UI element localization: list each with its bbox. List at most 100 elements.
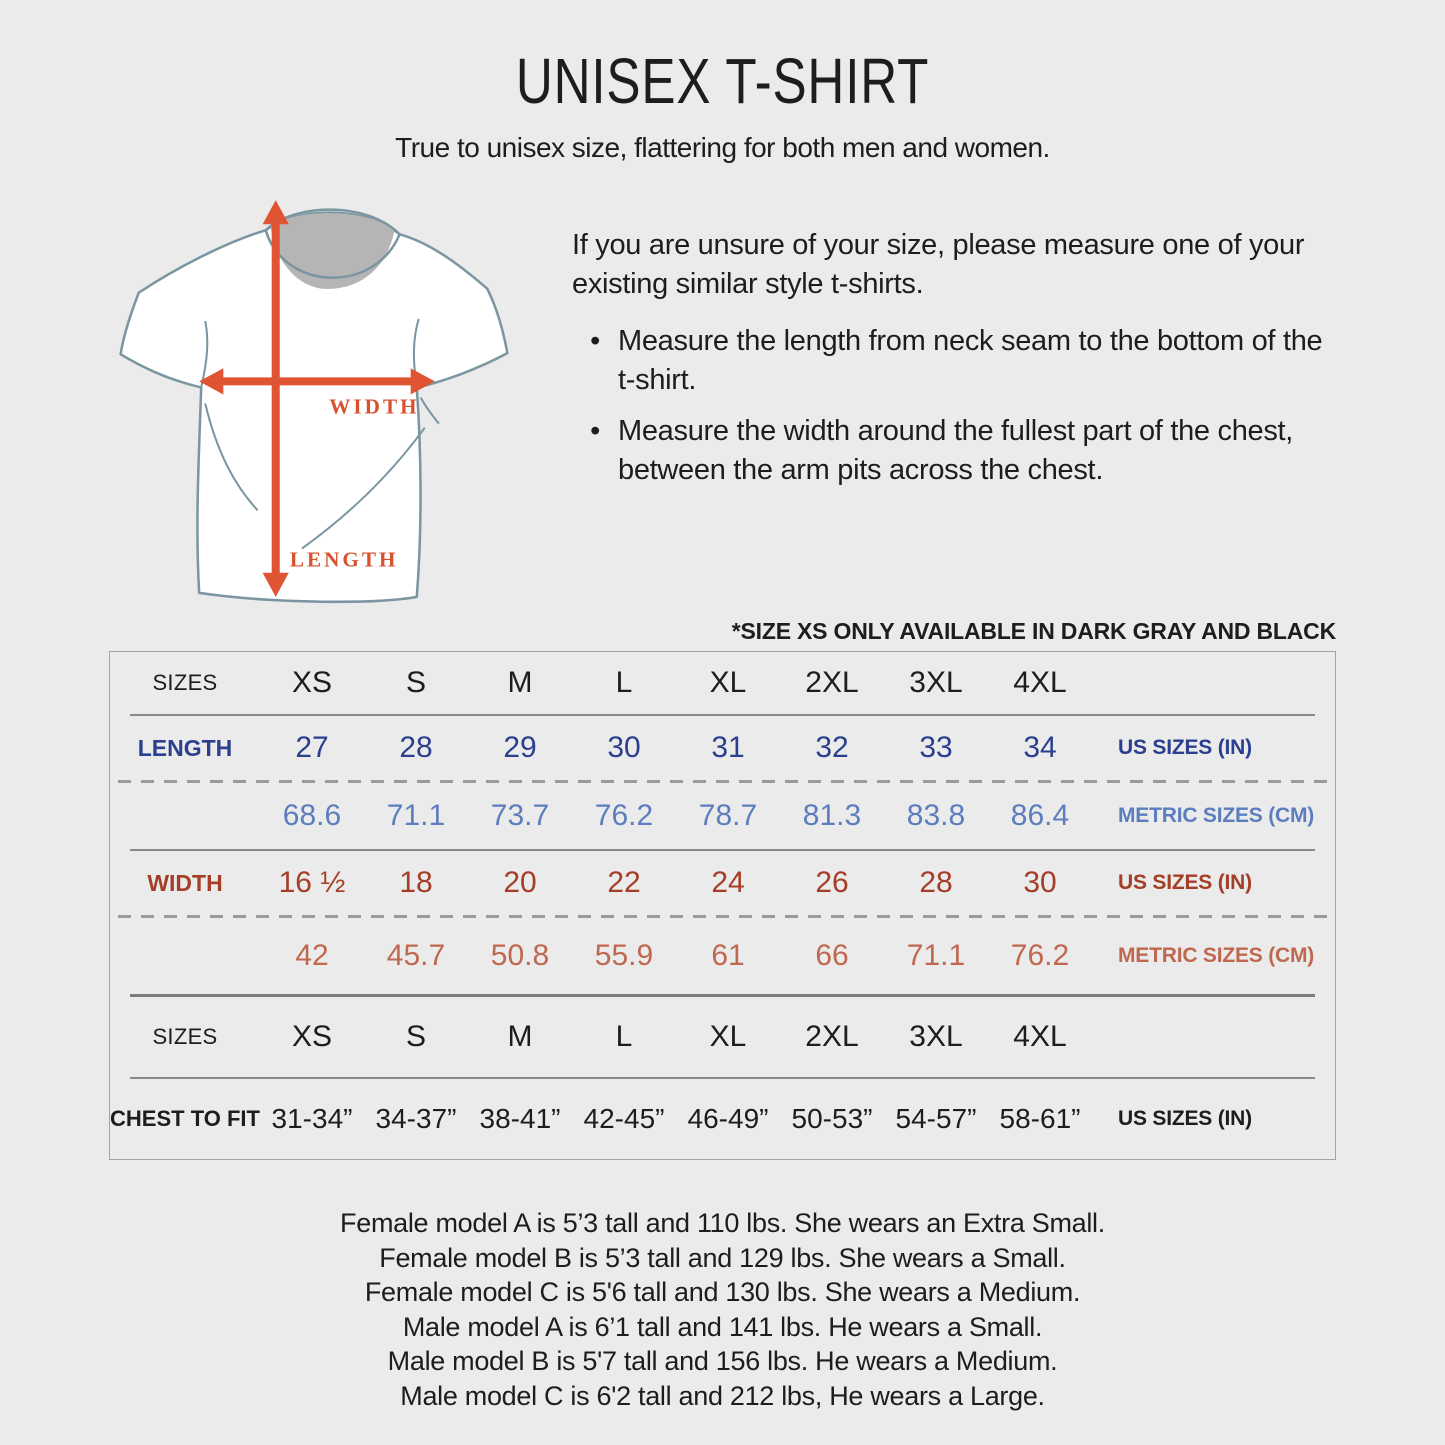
width-arrow-label: WIDTH: [329, 395, 419, 419]
model-fit-notes: Female model A is 5’3 tall and 110 lbs. …: [0, 1206, 1445, 1413]
size-cell: XS: [291, 1020, 333, 1053]
length-cm-cell: 68.6: [282, 799, 342, 832]
size-cell: L: [615, 1020, 633, 1053]
model-note: Male model B is 5'7 tall and 156 lbs. He…: [387, 1346, 1058, 1376]
table-row-length-us: LENGTH 27 28 29 30 31 32 33 34 US SIZES …: [110, 716, 1335, 780]
width-us-cell: 30: [1023, 866, 1057, 899]
length-us-cell: 31: [711, 731, 745, 764]
length-cm-cell: 78.7: [698, 799, 758, 832]
chest-cell: 34-37”: [375, 1103, 457, 1134]
width-cm-cell: 66: [815, 939, 849, 972]
size-cell: M: [507, 1020, 533, 1053]
width-us-cell: 26: [815, 866, 849, 899]
chest-cell: 38-41”: [479, 1103, 561, 1134]
width-us-cell: 24: [711, 866, 745, 899]
size-cell: S: [405, 1020, 426, 1053]
length-us-cell: 34: [1023, 731, 1057, 764]
table-row-sizes-header: SIZES XS S M L XL 2XL 3XL 4XL: [110, 652, 1335, 714]
width-label: WIDTH: [147, 869, 223, 896]
model-note: Male model A is 6’1 tall and 141 lbs. He…: [402, 1311, 1043, 1342]
table-row-width-us: WIDTH 16 ½ 18 20 22 24 26 28 30 US SIZES…: [110, 851, 1335, 915]
size-cell: 2XL: [805, 666, 859, 699]
width-cm-cell: 50.8: [490, 939, 550, 972]
chest-to-fit-label: CHEST TO FIT: [110, 1106, 260, 1131]
table-row-length-metric: 68.6 71.1 73.7 76.2 78.7 81.3 83.8 86.4 …: [110, 783, 1335, 849]
diagram-and-instructions: WIDTH LENGTH If you are unsure of your s…: [112, 190, 1345, 608]
instruction-text: Measure the width around the fullest par…: [618, 415, 1294, 486]
bullet-icon: •: [590, 325, 600, 357]
chest-cell: 31-34”: [271, 1103, 353, 1134]
chest-cell: 58-61”: [999, 1103, 1081, 1134]
length-cm-cell: 86.4: [1010, 799, 1070, 832]
table-rule: [130, 1077, 1315, 1079]
size-table: SIZES XS S M L XL 2XL 3XL 4XL LENGTH 27 …: [109, 651, 1336, 1160]
model-note: Female model C is 5'6 tall and 130 lbs. …: [364, 1277, 1081, 1307]
length-us-cell: 27: [295, 731, 329, 764]
tshirt-diagram: WIDTH LENGTH: [112, 190, 520, 608]
table-rule-dashed: [118, 780, 1327, 783]
table-rule-thick: [130, 994, 1315, 997]
width-us-cell: 28: [919, 866, 953, 899]
us-unit-label: US SIZES (IN): [1118, 871, 1252, 894]
diagonal-fold: [301, 427, 426, 550]
metric-unit-label: METRIC SIZES (CM): [1118, 944, 1315, 967]
size-cell: 3XL: [909, 666, 963, 699]
size-cell: S: [405, 666, 426, 699]
size-cell: XL: [709, 666, 747, 699]
table-row-sizes-chest: SIZES XS S M L XL 2XL 3XL 4XL: [110, 997, 1335, 1077]
sizes-label: SIZES: [152, 1024, 218, 1049]
width-cm-cell: 76.2: [1010, 939, 1070, 972]
length-cm-cell: 81.3: [802, 799, 862, 832]
sizes-label: SIZES: [152, 670, 218, 695]
table-rule: [130, 714, 1315, 716]
size-cell: 4XL: [1013, 1020, 1067, 1053]
us-unit-label: US SIZES (IN): [1118, 1107, 1252, 1130]
length-us-cell: 33: [919, 731, 953, 764]
length-arrow-label: LENGTH: [290, 548, 399, 572]
model-note: Female model A is 5’3 tall and 110 lbs. …: [340, 1208, 1105, 1238]
width-us-cell: 16 ½: [278, 866, 346, 899]
size-cell: 3XL: [909, 1020, 963, 1053]
length-arrow: [262, 200, 289, 597]
instruction-item: • Measure the width around the fullest p…: [572, 412, 1345, 490]
width-cm-cell: 71.1: [906, 939, 966, 972]
metric-unit-label: METRIC SIZES (CM): [1118, 804, 1315, 827]
width-us-cell: 18: [399, 866, 433, 899]
instructions-intro: If you are unsure of your size, please m…: [572, 229, 1305, 300]
bullet-icon: •: [590, 415, 600, 447]
width-us-cell: 22: [607, 866, 641, 899]
size-cell: 4XL: [1013, 666, 1067, 699]
length-cm-cell: 83.8: [906, 799, 966, 832]
table-rule: [130, 849, 1315, 851]
size-cell: L: [615, 666, 633, 699]
tshirt-illustration: WIDTH LENGTH: [119, 200, 509, 604]
measuring-instructions: If you are unsure of your size, please m…: [520, 190, 1345, 502]
length-cm-cell: 73.7: [490, 799, 550, 832]
tshirt-body: [119, 211, 509, 604]
instruction-text: Measure the length from neck seam to the…: [618, 325, 1323, 396]
instructions-list: • Measure the length from neck seam to t…: [572, 322, 1345, 490]
table-rule-dashed: [118, 915, 1327, 918]
width-us-cell: 20: [503, 866, 537, 899]
right-small-fold: [419, 397, 440, 425]
length-label: LENGTH: [137, 734, 233, 761]
xs-availability-note: *SIZE XS ONLY AVAILABLE IN DARK GRAY AND…: [731, 618, 1336, 644]
left-drape-fold: [204, 403, 259, 511]
length-cm-cell: 76.2: [594, 799, 654, 832]
width-cm-cell: 45.7: [386, 939, 446, 972]
length-us-cell: 32: [815, 731, 849, 764]
page-subtitle: True to unisex size, flattering for both…: [395, 132, 1050, 163]
size-cell: M: [507, 666, 533, 699]
us-unit-label: US SIZES (IN): [1118, 736, 1252, 759]
length-us-cell: 29: [503, 731, 537, 764]
size-cell: XS: [291, 666, 333, 699]
table-row-width-metric: 42 45.7 50.8 55.9 61 66 71.1 76.2 METRIC…: [110, 918, 1335, 994]
length-us-cell: 28: [399, 731, 433, 764]
chest-cell: 46-49”: [687, 1103, 769, 1134]
size-cell: 2XL: [805, 1020, 859, 1053]
width-arrow: [199, 368, 435, 395]
instruction-item: • Measure the length from neck seam to t…: [572, 322, 1345, 400]
width-cm-cell: 61: [711, 939, 745, 972]
model-note: Female model B is 5’3 tall and 129 lbs. …: [379, 1242, 1066, 1273]
